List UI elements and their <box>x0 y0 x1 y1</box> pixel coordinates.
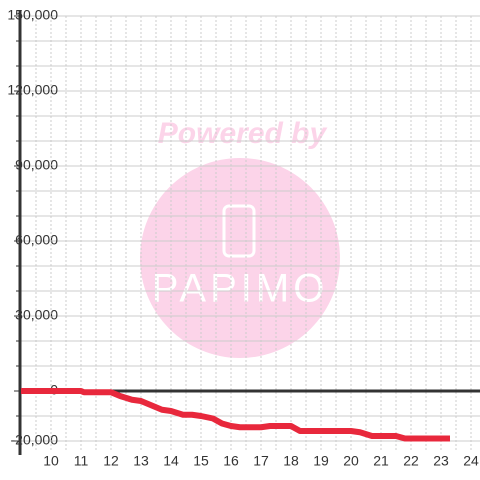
x-tick-label: 23 <box>433 453 449 469</box>
watermark-logo: PAPIMO <box>152 267 329 311</box>
watermark-circle <box>140 158 340 358</box>
y-tick-label: 90,000 <box>15 157 58 173</box>
x-tick-label: 11 <box>74 453 89 469</box>
x-tick-label: 13 <box>133 453 149 469</box>
x-tick-label: 14 <box>163 453 179 469</box>
x-tick-label: 16 <box>223 453 239 469</box>
x-tick-label: 12 <box>103 453 119 469</box>
x-tick-label: 24 <box>463 453 479 469</box>
watermark-title: Powered by <box>158 117 328 150</box>
x-tick-label: 21 <box>373 453 389 469</box>
y-tick-label: 60,000 <box>15 232 58 248</box>
data-line <box>20 388 450 442</box>
x-tick-label: 10 <box>43 453 59 469</box>
x-tick-label: 18 <box>283 453 299 469</box>
y-tick-label: 30,000 <box>15 307 58 323</box>
y-tick-label: -20,000 <box>11 432 59 448</box>
x-tick-label: 19 <box>313 453 329 469</box>
x-tick-label: 20 <box>343 453 359 469</box>
x-tick-label: 17 <box>253 453 269 469</box>
watermark-phone <box>222 204 256 258</box>
x-tick-label: 15 <box>193 453 209 469</box>
x-tick-label: 22 <box>403 453 419 469</box>
